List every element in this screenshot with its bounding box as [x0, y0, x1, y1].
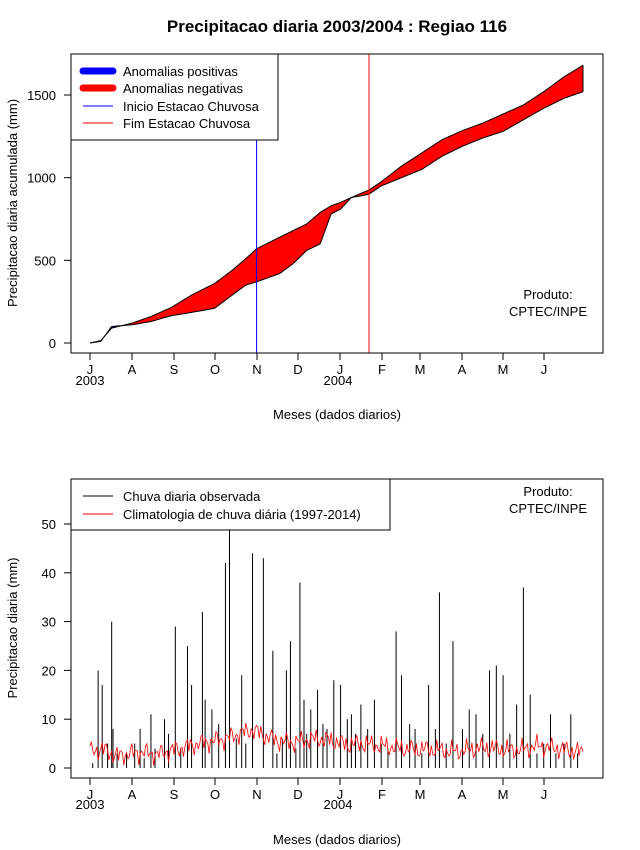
y-axis-2-tick-label: 20	[42, 663, 56, 678]
y-axis-label-2: Precipitacao diaria (mm)	[5, 558, 20, 699]
x-axis-2-tick-label: J	[87, 787, 94, 802]
x-axis-tick-label: A	[128, 362, 137, 377]
daily-chart: 0 10 20 30 40 50 J A S O N D J F M A M J 2003 2004 Meses…	[5, 478, 604, 847]
year-label-2004: 2004	[324, 373, 353, 388]
y-axis-2-tick-label: 10	[42, 712, 56, 727]
cumulative-lines-layer	[89, 64, 584, 344]
x-axis-tick-label: N	[252, 362, 261, 377]
x-axis-2-tick-label: N	[252, 787, 261, 802]
x-axis-tick-label: J	[87, 362, 94, 377]
product-source-2: CPTEC/INPE	[509, 501, 587, 516]
x-axis-2-tick-label: S	[170, 787, 179, 802]
legend-label-positive: Anomalias positivas	[123, 64, 238, 79]
y-axis-tick-label: 0	[49, 336, 56, 351]
climatology-daily-line	[89, 722, 584, 766]
climatology-layer	[89, 722, 584, 766]
legend-label-climatology: Climatologia de chuva diária (1997-2014)	[123, 507, 361, 522]
y-axis-tick-label: 500	[34, 253, 56, 268]
year-label-2003-b: 2003	[76, 797, 105, 812]
year-label-2003: 2003	[76, 373, 105, 388]
year-label-2004-b: 2004	[324, 797, 353, 812]
x-axis-2-tick-label: J	[337, 787, 344, 802]
x-axis-2-tick-label: M	[498, 787, 509, 802]
x-axis-tick-label: J	[541, 362, 548, 377]
x-axis-2-tick-label: J	[541, 787, 548, 802]
y-axis-2-tick-label: 50	[42, 517, 56, 532]
x-axis-2-tick-label: D	[293, 787, 302, 802]
legend-label-negative: Anomalias negativas	[123, 81, 243, 96]
legend-2: Chuva diaria observada Climatologia de c…	[70, 478, 391, 531]
legend-label-season-start: Inicio Estacao Chuvosa	[123, 99, 260, 114]
daily-bars-layer	[92, 524, 579, 768]
y-axis-2-tick-label: 30	[42, 615, 56, 630]
climatology-cumulative-line	[89, 64, 584, 344]
x-axis-2-tick-label: M	[415, 787, 426, 802]
x-axis-tick-label: M	[415, 362, 426, 377]
y-axis-2-tick-label: 40	[42, 566, 56, 581]
x-axis-tick-label: O	[210, 362, 220, 377]
legend-label-season-end: Fim Estacao Chuvosa	[123, 116, 251, 131]
x-axis-label: Meses (dados diarios)	[273, 407, 401, 422]
y-axis-2: 0 10 20 30 40 50	[42, 517, 72, 776]
observed-cumulative-line	[89, 91, 584, 344]
y-axis-tick-label: 1500	[27, 88, 56, 103]
y-axis-2-tick-label: 0	[49, 761, 56, 776]
legend-label-observed: Chuva diaria observada	[123, 489, 261, 504]
chart-title: Precipitacao diaria 2003/2004 : Regiao 1…	[167, 17, 507, 36]
product-label-2: Produto:	[523, 484, 572, 499]
legend: Anomalias positivas Anomalias negativas …	[70, 53, 279, 141]
x-axis-tick-label: M	[498, 362, 509, 377]
legend-box-2	[70, 478, 391, 531]
x-axis-tick-label: A	[458, 362, 467, 377]
x-axis-tick-label: J	[337, 362, 344, 377]
negative-anomaly-area	[121, 198, 351, 326]
x-axis-label-2: Meses (dados diarios)	[273, 832, 401, 847]
y-axis-label: Precipitacao diaria acumulada (mm)	[5, 99, 20, 307]
product-label: Produto:	[523, 287, 572, 302]
x-axis-tick-label: S	[170, 362, 179, 377]
x-axis-2-tick-label: F	[378, 787, 386, 802]
x-axis-tick-label: D	[293, 362, 302, 377]
x-axis-2-tick-label: A	[458, 787, 467, 802]
cumulative-chart: Precipitacao diaria 2003/2004 : Regiao 1…	[5, 17, 604, 422]
x-axis-2-tick-label: A	[128, 787, 137, 802]
negative-anomaly-area	[351, 65, 583, 198]
product-source: CPTEC/INPE	[509, 304, 587, 319]
y-axis-tick-label: 1000	[27, 171, 56, 186]
x-axis-tick-label: F	[378, 362, 386, 377]
y-axis: 0 500 1000 1500	[27, 88, 72, 351]
x-axis-2-tick-label: O	[210, 787, 220, 802]
